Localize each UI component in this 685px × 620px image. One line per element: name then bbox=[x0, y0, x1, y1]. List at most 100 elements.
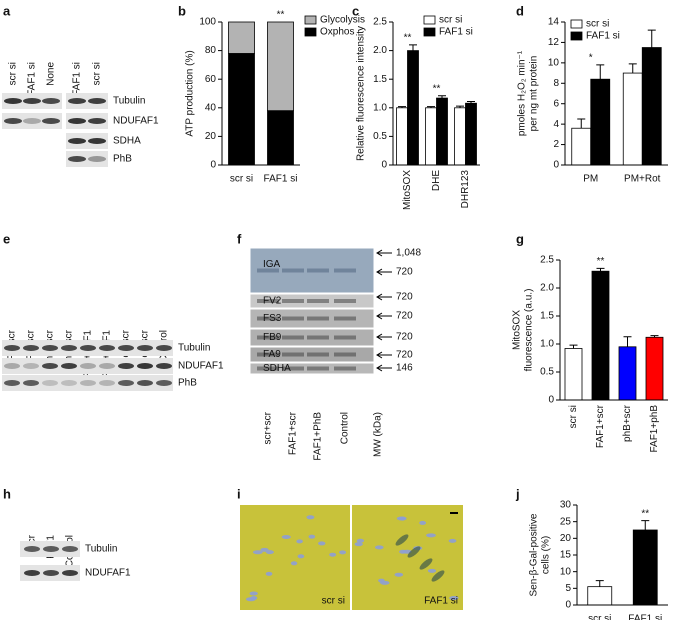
band-label: SDHA bbox=[263, 363, 291, 374]
bar bbox=[564, 348, 583, 401]
gel-band bbox=[282, 352, 304, 357]
lane-label: scr si bbox=[92, 62, 103, 85]
error-bar bbox=[467, 101, 475, 104]
bar bbox=[228, 53, 255, 166]
blot-band bbox=[23, 345, 39, 351]
x-tick-label: PM+Rot bbox=[624, 174, 661, 185]
legend-swatch bbox=[423, 15, 436, 25]
significance: ** bbox=[404, 33, 412, 44]
blot-band bbox=[137, 380, 153, 386]
legend-label: scr si bbox=[586, 19, 609, 30]
y-tick-label: 1.5 bbox=[540, 311, 554, 322]
micrograph bbox=[352, 505, 463, 610]
bar bbox=[622, 72, 643, 166]
panel-label: e bbox=[3, 231, 10, 246]
bar bbox=[618, 346, 637, 401]
blot-band bbox=[4, 118, 22, 124]
senescent-cell bbox=[395, 534, 409, 546]
image-label: scr si bbox=[322, 596, 345, 607]
cell bbox=[260, 547, 269, 552]
y-tick-label: 40 bbox=[205, 102, 217, 113]
blot-band bbox=[4, 98, 22, 104]
significance: ** bbox=[641, 508, 649, 519]
error-bar bbox=[623, 336, 632, 347]
axes bbox=[559, 260, 668, 401]
error-bar bbox=[456, 105, 464, 108]
y-tick-label: 14 bbox=[548, 17, 560, 28]
gel-band bbox=[334, 352, 356, 357]
marker-arrow bbox=[376, 333, 392, 341]
scale-bar bbox=[450, 512, 458, 514]
cell bbox=[339, 550, 347, 555]
cell bbox=[308, 534, 316, 539]
gel-band bbox=[257, 299, 279, 303]
cell bbox=[394, 572, 404, 577]
blot-band bbox=[80, 380, 96, 386]
panel-label: g bbox=[516, 231, 524, 246]
panel-label: a bbox=[3, 3, 11, 18]
blot-band bbox=[43, 570, 59, 576]
significance: ** bbox=[597, 256, 605, 267]
panel-label: d bbox=[516, 3, 524, 18]
bar bbox=[591, 270, 610, 401]
panel-label: h bbox=[3, 486, 11, 501]
y-tick-label: 6 bbox=[553, 98, 559, 109]
gel-band bbox=[257, 352, 279, 357]
y-tick-label: 0 bbox=[210, 160, 216, 171]
blot-band bbox=[61, 380, 77, 386]
blot-band bbox=[68, 118, 86, 124]
axes bbox=[576, 505, 668, 606]
x-tick-label: FAF1 si bbox=[628, 614, 662, 620]
y-tick-label: 1.0 bbox=[373, 102, 387, 113]
y-tick-label: 100 bbox=[199, 17, 216, 28]
legend-label: FAF1 si bbox=[439, 27, 473, 38]
x-tick-label: DHE bbox=[431, 170, 442, 191]
blot-band bbox=[42, 118, 60, 124]
band-label: Tubulin bbox=[113, 96, 145, 107]
legend-swatch bbox=[304, 15, 317, 25]
band-label: PhB bbox=[178, 378, 197, 389]
cell bbox=[329, 552, 337, 557]
y-tick-label: 20 bbox=[560, 533, 572, 544]
marker-arrow bbox=[376, 351, 392, 359]
blot-band bbox=[42, 380, 58, 386]
cell bbox=[427, 568, 437, 573]
blot-band bbox=[88, 118, 106, 124]
y-tick-label: 2.0 bbox=[373, 45, 387, 56]
senescent-cell bbox=[431, 570, 445, 582]
y-axis-label: fluorescence (a.u.) bbox=[524, 289, 535, 372]
y-tick-label: 1.0 bbox=[540, 339, 554, 350]
blot-band bbox=[118, 363, 134, 369]
panel-label: i bbox=[237, 486, 241, 501]
lane-label: scr+scr bbox=[263, 411, 274, 444]
blot-band bbox=[61, 363, 77, 369]
x-tick-label: FAF1+scr bbox=[595, 404, 606, 448]
y-tick-label: 2.5 bbox=[540, 255, 554, 266]
axes bbox=[392, 22, 480, 166]
x-tick-label: scr si bbox=[230, 174, 253, 185]
blot-band bbox=[118, 380, 134, 386]
band-label: NDUFAF1 bbox=[85, 568, 131, 579]
micrograph bbox=[240, 505, 350, 610]
y-tick-label: 0 bbox=[553, 160, 559, 171]
band-label: FV2 bbox=[263, 296, 282, 307]
x-tick-label: PM bbox=[583, 174, 598, 185]
blot-strip bbox=[66, 113, 108, 129]
gel-band bbox=[282, 268, 304, 273]
y-axis-label: per ng mt protein bbox=[529, 56, 540, 132]
blot-band bbox=[68, 98, 86, 104]
blot-band bbox=[99, 363, 115, 369]
marker-label: 720 bbox=[396, 292, 413, 303]
blot-band bbox=[88, 138, 106, 144]
legend-label: FAF1 si bbox=[586, 31, 620, 42]
band-label: Tubulin bbox=[178, 343, 210, 354]
lane-label: FAF1+scr bbox=[288, 411, 299, 455]
blot-band bbox=[99, 380, 115, 386]
blot-band bbox=[80, 345, 96, 351]
lane-label: None bbox=[46, 62, 57, 86]
marker-label: 1,048 bbox=[396, 248, 421, 259]
y-axis-label: MitoSOX bbox=[512, 310, 523, 350]
bar bbox=[590, 78, 611, 166]
y-tick-label: 10 bbox=[548, 57, 560, 68]
